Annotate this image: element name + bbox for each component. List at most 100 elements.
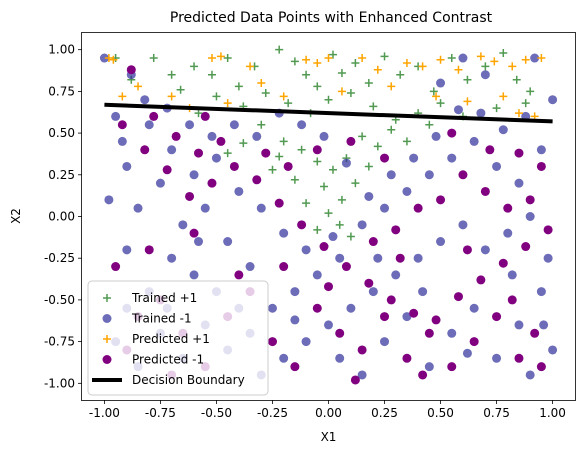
data-point <box>350 375 360 385</box>
data-point <box>436 55 445 64</box>
data-point <box>246 62 255 71</box>
data-point <box>499 49 508 58</box>
data-point <box>275 45 284 54</box>
data-point <box>117 120 127 130</box>
data-point <box>337 87 346 96</box>
data-point <box>346 232 355 241</box>
data-point <box>453 105 463 115</box>
data-point <box>424 362 434 372</box>
y-tick-label: 1.00 <box>48 43 75 57</box>
data-point <box>335 253 345 263</box>
data-point <box>274 198 284 208</box>
y-tick-label: -0.75 <box>44 335 75 349</box>
data-point <box>267 303 277 313</box>
data-point <box>301 337 311 347</box>
legend-marker <box>102 314 112 323</box>
data-point <box>498 258 508 268</box>
data-point <box>341 158 351 168</box>
data-point <box>413 253 423 263</box>
data-point <box>216 52 225 61</box>
data-point <box>536 362 546 372</box>
data-point <box>508 62 517 71</box>
data-point <box>257 120 266 129</box>
data-point <box>413 203 423 213</box>
data-point <box>380 203 390 213</box>
data-point <box>469 337 479 347</box>
y-tick-label: 0.25 <box>48 168 75 182</box>
data-point <box>335 328 345 338</box>
data-point <box>351 179 360 188</box>
data-point <box>548 345 558 355</box>
data-point <box>514 148 524 158</box>
data-point <box>469 303 479 313</box>
data-point <box>312 145 322 155</box>
data-point <box>117 136 127 146</box>
data-point <box>257 79 266 88</box>
y-tick-label: 0.50 <box>48 126 75 140</box>
data-point <box>171 131 181 141</box>
data-point <box>319 242 329 252</box>
data-point <box>402 59 411 68</box>
data-point <box>275 152 284 161</box>
data-point <box>99 53 109 63</box>
data-point <box>104 54 113 63</box>
data-point <box>525 195 535 205</box>
data-point <box>499 92 508 101</box>
data-point <box>476 275 486 285</box>
data-point <box>514 353 524 363</box>
data-point <box>436 237 446 247</box>
legend-label: Trained +1 <box>131 291 197 305</box>
data-point <box>207 178 217 188</box>
data-point <box>418 62 427 71</box>
data-point <box>485 145 495 155</box>
data-point <box>313 225 322 234</box>
data-point <box>167 70 176 79</box>
data-point <box>328 50 337 59</box>
data-point <box>189 170 199 180</box>
data-point <box>447 362 457 372</box>
data-point <box>140 95 150 105</box>
data-point <box>328 232 338 242</box>
data-point <box>207 54 216 63</box>
data-point <box>185 191 195 201</box>
data-point <box>530 53 540 63</box>
data-point <box>373 142 382 151</box>
data-point <box>302 55 311 64</box>
data-point <box>223 149 232 158</box>
data-point <box>212 92 221 101</box>
data-point <box>234 270 244 280</box>
x-tick-label: 0.25 <box>371 406 398 420</box>
data-point <box>149 54 158 63</box>
x-axis: -1.00 -0.75 -0.50 -0.25 0.00 0.25 0.50 0.75 1.00 <box>89 400 566 420</box>
data-point <box>357 345 367 355</box>
data-point <box>144 245 154 255</box>
data-point <box>380 337 390 347</box>
data-point <box>373 253 383 263</box>
data-point <box>386 295 396 305</box>
data-point <box>279 262 289 272</box>
data-point <box>409 308 419 318</box>
y-tick-label: -1.00 <box>44 376 75 390</box>
data-point <box>530 328 540 338</box>
data-point <box>122 245 132 255</box>
x-tick-label: 0.75 <box>483 406 510 420</box>
data-point <box>134 82 143 91</box>
y-tick-label: -0.50 <box>44 293 75 307</box>
data-point <box>312 303 322 313</box>
data-point <box>373 65 382 74</box>
data-point <box>335 220 344 229</box>
data-point <box>126 65 136 75</box>
data-point <box>256 203 266 213</box>
data-point <box>525 212 535 221</box>
data-point <box>514 178 524 188</box>
data-point <box>507 295 517 305</box>
data-point <box>223 54 232 63</box>
data-point <box>252 131 262 141</box>
legend-marker <box>103 335 111 343</box>
legend-box <box>87 280 269 396</box>
data-point <box>324 54 333 63</box>
data-point <box>463 75 472 84</box>
data-point <box>140 145 150 155</box>
legend-marker <box>103 294 111 302</box>
